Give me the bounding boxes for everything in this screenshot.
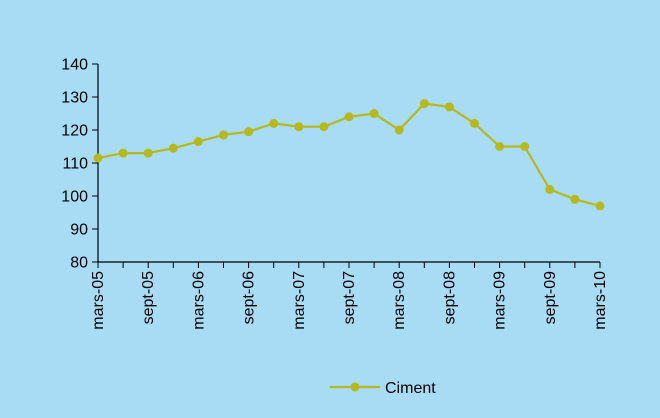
y-tick-label: 120 (61, 123, 88, 140)
x-tick-label: mars-09 (492, 271, 509, 330)
x-tick-label: sept-08 (441, 271, 458, 324)
y-axis-ticks: 80 90 100 110 120 130 140 (61, 57, 98, 272)
y-tick-label: 140 (61, 57, 88, 74)
legend-label: Ciment (385, 380, 436, 397)
data-point (168, 143, 178, 153)
data-point (244, 127, 254, 137)
data-point (319, 122, 329, 132)
data-point (595, 201, 605, 211)
data-point (570, 194, 580, 204)
data-point (520, 142, 530, 151)
data-point (219, 130, 228, 140)
data-point (344, 112, 354, 122)
x-tick-label: sept-05 (140, 271, 157, 324)
data-point (93, 153, 103, 163)
x-tick-label: sept-07 (341, 271, 358, 324)
data-point (495, 142, 505, 151)
x-tick-label: mars-10 (592, 271, 609, 330)
x-tick-label: mars-07 (291, 271, 308, 330)
data-point (294, 122, 304, 132)
x-tick-label: mars-05 (90, 271, 107, 330)
legend-point-marker (350, 382, 360, 392)
x-axis-ticks: mars-05 sept-05 mars-06 sept-06 mars-07 sept-… (90, 262, 609, 330)
data-point (269, 118, 279, 128)
x-tick-label: sept-06 (241, 271, 258, 324)
data-point (118, 148, 128, 158)
y-tick-label: 90 (70, 222, 88, 239)
data-point (369, 109, 379, 118)
x-tick-label: mars-08 (391, 271, 408, 330)
data-point (419, 99, 429, 109)
data-point (193, 137, 203, 147)
data-point (444, 102, 454, 112)
legend: Ciment (330, 380, 436, 397)
data-point (470, 118, 479, 128)
x-tick-label: sept-09 (542, 271, 559, 324)
y-tick-label: 110 (62, 156, 88, 173)
data-point (143, 148, 153, 158)
y-tick-label: 80 (70, 255, 88, 272)
data-point (394, 125, 404, 135)
y-tick-label: 100 (61, 189, 88, 206)
x-tick-label: mars-06 (190, 271, 207, 330)
y-tick-label: 130 (61, 90, 88, 107)
data-point (545, 184, 555, 194)
series-group (93, 99, 605, 211)
